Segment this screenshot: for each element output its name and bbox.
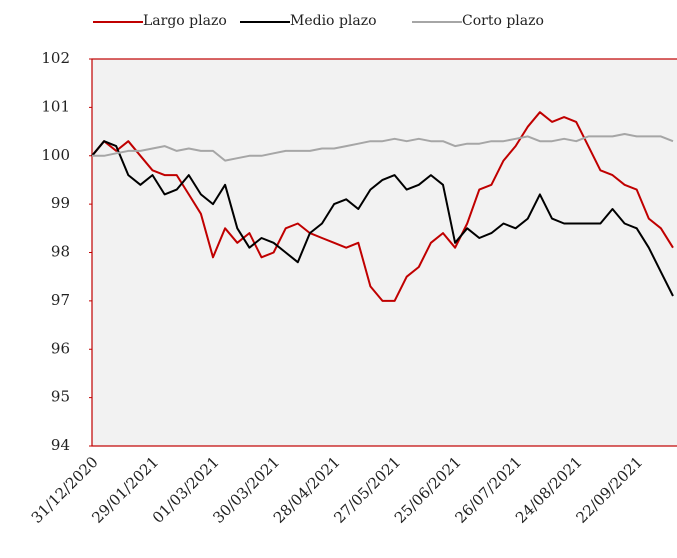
legend-label: Corto plazo [462, 13, 544, 29]
legend-label: Largo plazo [143, 13, 227, 29]
y-tick-label: 100 [41, 146, 70, 164]
series-line [91, 111, 674, 302]
y-tick-label: 97 [51, 291, 70, 309]
y-tick-label: 99 [51, 194, 70, 212]
y-tick-label: 98 [51, 243, 70, 261]
y-tick-label: 102 [41, 49, 70, 67]
y-tick-label: 95 [51, 388, 70, 406]
y-tick-label: 96 [51, 339, 70, 357]
y-tick-label: 94 [51, 436, 70, 454]
series-line [92, 133, 674, 162]
plot-area [91, 58, 677, 447]
y-tick-label: 101 [41, 97, 70, 115]
series-line [91, 140, 674, 297]
legend-label: Medio plazo [290, 13, 377, 29]
